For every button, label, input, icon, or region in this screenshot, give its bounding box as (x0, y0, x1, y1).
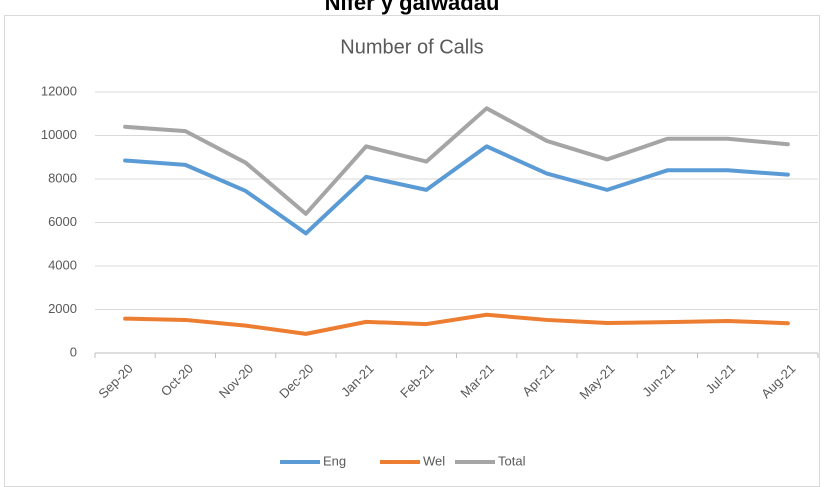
legend-label: Total (498, 453, 526, 468)
line-series (123, 106, 790, 216)
y-tick-label: 10000 (41, 127, 77, 142)
y-tick-label: 2000 (48, 301, 77, 316)
page-heading: Nifer y galwadau (325, 0, 500, 15)
y-tick-label: 4000 (48, 257, 77, 272)
chart-frame (4, 15, 820, 487)
line-series (123, 312, 790, 336)
legend-label: Eng (323, 453, 346, 468)
y-tick-label: 8000 (48, 170, 77, 185)
y-tick-label: 0 (70, 344, 77, 359)
legend-label: Wel (423, 453, 445, 468)
line-series (123, 144, 790, 236)
y-tick-label: 12000 (41, 83, 77, 98)
chart-title: Number of Calls (340, 36, 483, 58)
y-tick-label: 6000 (48, 214, 77, 229)
